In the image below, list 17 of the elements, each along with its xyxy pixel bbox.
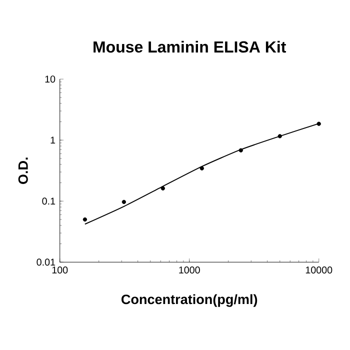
point [122, 200, 126, 204]
point [238, 148, 243, 152]
point [316, 122, 321, 126]
point [278, 134, 282, 138]
x-tick-label: 1000 [179, 266, 200, 274]
x-tick-label: 10000 [306, 266, 332, 274]
point [160, 186, 166, 190]
point [82, 217, 88, 222]
x-tick-label: 100 [52, 266, 68, 274]
chart-title: Mouse Laminin ELISA Kit [94, 40, 286, 53]
y-tick-label: 1 [50, 136, 56, 144]
x-axis-title: Concentration(pg/ml) [122, 294, 258, 307]
y-tick-label: 10 [45, 76, 56, 83]
y-tick-label: 0.01 [36, 258, 56, 266]
y-axis-title: O.D. [18, 158, 28, 184]
y-tick-label: 0.1 [42, 198, 56, 205]
point [200, 166, 204, 170]
